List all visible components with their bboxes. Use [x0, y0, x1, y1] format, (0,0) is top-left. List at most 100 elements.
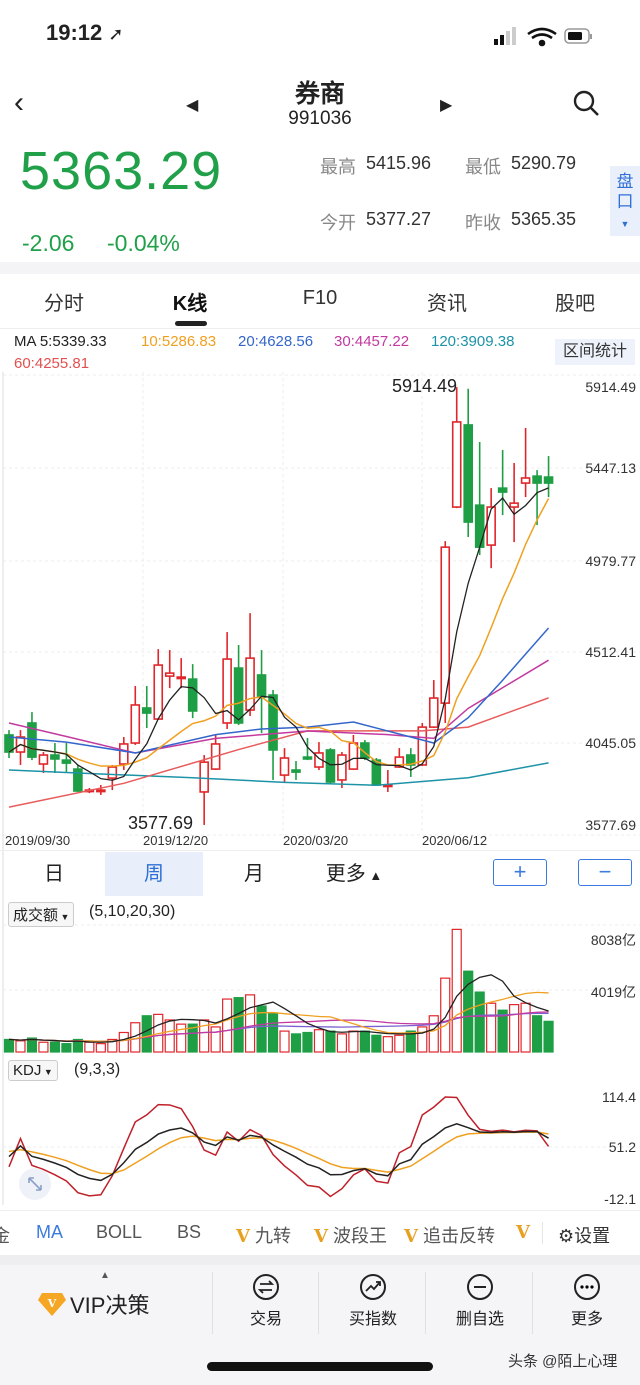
range-stats-button[interactable]: 区间统计 — [555, 339, 635, 365]
tab-fenshi[interactable]: 分时 — [44, 293, 84, 315]
volume-bar-down — [233, 997, 244, 1053]
indicator-boll[interactable]: BOLL — [96, 1222, 143, 1242]
candle-up — [164, 672, 175, 677]
indicator-boduanwang[interactable]: V 波段王 — [314, 1222, 387, 1248]
period-week[interactable]: 周 — [105, 852, 203, 896]
vip-v-icon: V — [516, 1222, 530, 1243]
settings-button[interactable]: ⚙设置 — [558, 1222, 610, 1248]
zoom-in-button[interactable]: + — [493, 859, 547, 886]
kdj-indicator-select[interactable]: KDJ ▼ — [8, 1060, 58, 1081]
buy-index-label: 买指数 — [348, 1311, 397, 1328]
pankou-button[interactable]: 盘口 ▼ — [610, 166, 640, 236]
back-button[interactable]: ‹ — [14, 86, 24, 120]
home-indicator[interactable] — [207, 1362, 433, 1371]
volume-bar-up — [451, 928, 462, 1053]
volume-tick: 8038亿 — [590, 932, 636, 948]
candle-up — [394, 756, 405, 768]
volume-bar-up — [313, 1029, 325, 1053]
volume-bar-down — [371, 1034, 382, 1053]
x-tick: 2020/03/20 — [283, 833, 349, 848]
volume-bar-up — [15, 1040, 26, 1053]
period-more-label: 更多 — [325, 863, 366, 885]
volume-bar-down — [26, 1037, 38, 1053]
ma120-line — [8, 762, 549, 786]
tab-f10[interactable]: F10 — [302, 287, 338, 309]
volume-bar-down — [543, 1020, 554, 1053]
candle-down — [291, 769, 301, 773]
next-stock-button[interactable]: ▶ — [440, 95, 452, 115]
period-more[interactable]: 更多 ▲ — [305, 852, 403, 896]
y-tick: 5914.49 — [585, 379, 636, 395]
more-button[interactable]: 更多 — [547, 1273, 627, 1329]
volume-bar-up — [38, 1041, 49, 1053]
divider — [318, 1272, 319, 1334]
candle-up — [348, 742, 359, 770]
y-tick: 4045.05 — [585, 735, 636, 751]
indicator-ma[interactable]: MA — [36, 1222, 63, 1242]
period-month[interactable]: 月 — [244, 863, 264, 885]
ma5-legend: MA 5:5339.33 — [14, 333, 107, 350]
ma60-legend: 60:4255.81 — [14, 355, 90, 372]
vip-decision-button[interactable]: V VIP决策 — [38, 1288, 149, 1320]
ma120-legend: 120:3909.38 — [431, 333, 515, 350]
volume-bar-up — [107, 1038, 118, 1053]
volume-bar-down — [474, 991, 485, 1053]
volume-indicator-select[interactable]: 成交额 ▼ — [8, 902, 75, 927]
volume-params: (5,10,20,30) — [89, 903, 176, 920]
trade-button[interactable]: 交易 — [226, 1273, 306, 1329]
chevron-left-icon: ‹ — [14, 86, 24, 119]
vip-diamond-icon: V — [38, 1293, 66, 1316]
low-label: 最低 — [465, 157, 501, 177]
low-value: 5290.79 — [511, 153, 577, 173]
candle-down — [187, 678, 198, 712]
divider — [0, 1210, 640, 1211]
volume-selector-label: 成交额 — [13, 907, 59, 924]
indicator-bs[interactable]: BS — [177, 1222, 202, 1242]
tab-news[interactable]: 资讯 — [427, 293, 467, 315]
buy-index-button[interactable]: 买指数 — [333, 1273, 413, 1329]
search-icon[interactable] — [571, 88, 601, 118]
battery-icon — [564, 28, 592, 44]
tab-kline[interactable]: K线 — [172, 293, 208, 315]
triangle-right-icon: ▶ — [440, 97, 453, 114]
kdj-tick: -12.1 — [604, 1191, 636, 1207]
ma10-legend: 10:5286.83 — [141, 333, 217, 350]
vip-v-icon: V — [236, 1226, 250, 1247]
ma30-legend: 30:4457.22 — [334, 333, 410, 350]
remove-watchlist-button[interactable]: 删自选 — [440, 1273, 520, 1329]
candle-down — [268, 694, 278, 751]
volume-bar-down — [267, 1012, 279, 1053]
indicator-zhuiji[interactable]: V 追击反转 — [404, 1222, 495, 1248]
candle-down — [325, 749, 336, 783]
period-day[interactable]: 日 — [44, 863, 64, 885]
volume-bar-up — [118, 1031, 129, 1053]
candle-down — [371, 759, 382, 786]
candle-up — [520, 477, 531, 484]
expand-icon[interactable] — [18, 1167, 52, 1201]
divider — [532, 1272, 533, 1334]
indicator-cut[interactable]: 金 — [0, 1226, 10, 1246]
kdj-d-line — [8, 1131, 549, 1175]
indicator-more-vip[interactable]: V — [516, 1222, 530, 1243]
volume-bar-up — [394, 1034, 405, 1053]
active-tab-indicator — [175, 321, 207, 326]
caret-up-icon: ▲ — [365, 868, 383, 883]
volume-bar-up — [164, 1019, 175, 1053]
volume-ma10-line — [8, 991, 549, 1042]
volume-bar-up — [336, 1033, 348, 1053]
indicator-label: 追击反转 — [422, 1226, 495, 1246]
more-dots-icon — [574, 1274, 600, 1300]
clock: 19:12 — [46, 20, 103, 45]
volume-bar-up — [486, 1002, 497, 1053]
volume-bar-up — [428, 1015, 439, 1053]
tab-forum[interactable]: 股吧 — [555, 293, 595, 315]
prev-stock-button[interactable]: ◀ — [186, 95, 198, 115]
candle-down — [233, 667, 244, 724]
vip-label: VIP决策 — [70, 1293, 150, 1318]
indicator-jiuzhuan[interactable]: V 九转 — [236, 1222, 291, 1248]
volume-bar-up — [279, 1030, 290, 1053]
zoom-out-button[interactable]: − — [578, 859, 632, 886]
candle-up — [199, 761, 209, 793]
price-change-pct: -0.04% — [107, 230, 180, 256]
